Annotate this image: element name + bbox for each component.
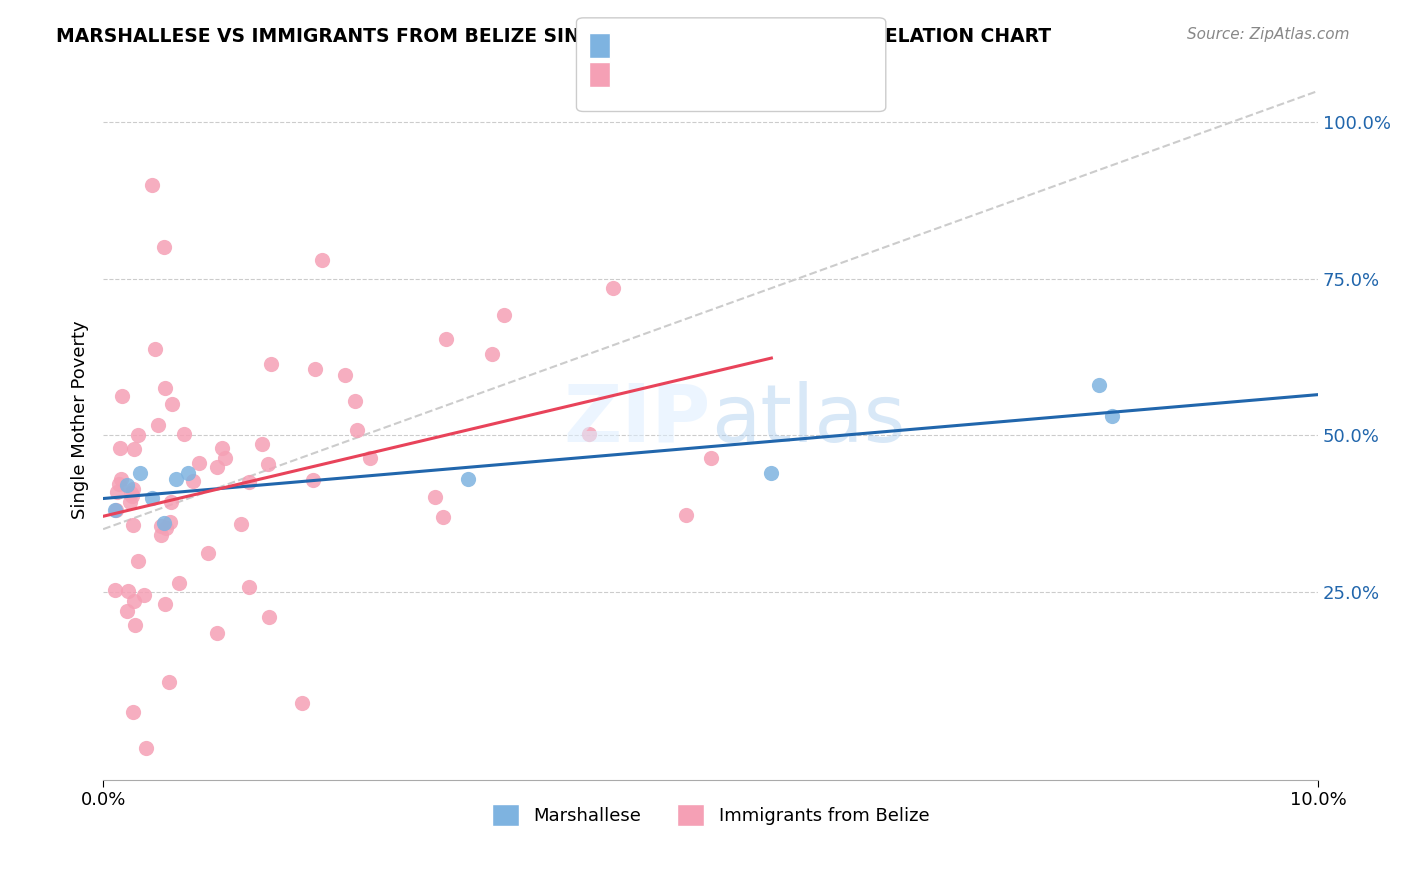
Point — [121, 482, 143, 496]
Point — [699, 451, 721, 466]
Point — [260, 357, 283, 371]
Legend: Marshallese, Immigrants from Belize: Marshallese, Immigrants from Belize — [482, 796, 938, 836]
Point — [423, 490, 446, 504]
Point — [675, 508, 697, 522]
Point — [494, 309, 516, 323]
Point — [457, 472, 479, 486]
Point — [128, 466, 150, 480]
Point — [160, 495, 183, 509]
Point — [127, 428, 149, 442]
Point — [141, 491, 163, 505]
Point — [302, 473, 325, 487]
Point — [121, 518, 143, 533]
Point — [150, 528, 173, 542]
Point — [436, 332, 458, 346]
Point — [205, 459, 228, 474]
Point — [149, 518, 172, 533]
Point — [311, 252, 333, 267]
Point — [359, 450, 381, 465]
Point — [1088, 378, 1111, 392]
Point — [122, 705, 145, 719]
Point — [153, 240, 176, 254]
Point — [111, 389, 134, 403]
Point — [104, 503, 127, 517]
Point — [432, 510, 454, 524]
Point — [173, 427, 195, 442]
Point — [167, 576, 190, 591]
Point — [132, 588, 155, 602]
Point — [238, 475, 260, 490]
Point — [104, 502, 127, 516]
Point — [177, 466, 200, 480]
Point — [143, 342, 166, 356]
Point — [117, 584, 139, 599]
Point — [181, 474, 204, 488]
Point — [122, 594, 145, 608]
Text: atlas: atlas — [710, 381, 905, 458]
Point — [155, 521, 177, 535]
Point — [578, 427, 600, 442]
Point — [121, 489, 143, 503]
Point — [135, 741, 157, 756]
Point — [108, 476, 131, 491]
Point — [153, 516, 176, 530]
Point — [231, 517, 253, 532]
Point — [207, 626, 229, 640]
Point — [211, 442, 233, 456]
Point — [153, 381, 176, 395]
Point — [481, 347, 503, 361]
Point — [602, 281, 624, 295]
Point — [122, 442, 145, 457]
Text: R = 0.349    N = 64: R = 0.349 N = 64 — [619, 71, 794, 89]
Point — [117, 604, 139, 618]
Point — [120, 486, 142, 500]
Point — [250, 436, 273, 450]
Point — [291, 696, 314, 710]
Point — [761, 466, 783, 480]
Point — [304, 362, 326, 376]
Point — [214, 450, 236, 465]
Text: Source: ZipAtlas.com: Source: ZipAtlas.com — [1187, 27, 1350, 42]
Text: ZIP: ZIP — [564, 381, 710, 458]
Point — [197, 546, 219, 560]
Point — [110, 472, 132, 486]
Point — [238, 580, 260, 594]
Point — [146, 417, 169, 432]
Point — [188, 457, 211, 471]
Point — [157, 674, 180, 689]
Point — [127, 553, 149, 567]
Point — [104, 583, 127, 598]
Point — [117, 478, 139, 492]
Point — [344, 393, 367, 408]
Point — [256, 458, 278, 472]
Point — [107, 485, 129, 500]
Text: R = 0.680    N = 11: R = 0.680 N = 11 — [619, 43, 794, 61]
Point — [124, 618, 146, 632]
Point — [120, 495, 142, 509]
Point — [346, 423, 368, 437]
Point — [141, 178, 163, 192]
Text: MARSHALLESE VS IMMIGRANTS FROM BELIZE SINGLE MOTHER POVERTY CORRELATION CHART: MARSHALLESE VS IMMIGRANTS FROM BELIZE SI… — [56, 27, 1052, 45]
Y-axis label: Single Mother Poverty: Single Mother Poverty — [72, 320, 89, 519]
Point — [257, 609, 280, 624]
Point — [1101, 409, 1123, 424]
Point — [333, 368, 356, 382]
Point — [162, 397, 184, 411]
Point — [153, 597, 176, 611]
Point — [159, 515, 181, 529]
Point — [165, 472, 187, 486]
Point — [108, 441, 131, 455]
